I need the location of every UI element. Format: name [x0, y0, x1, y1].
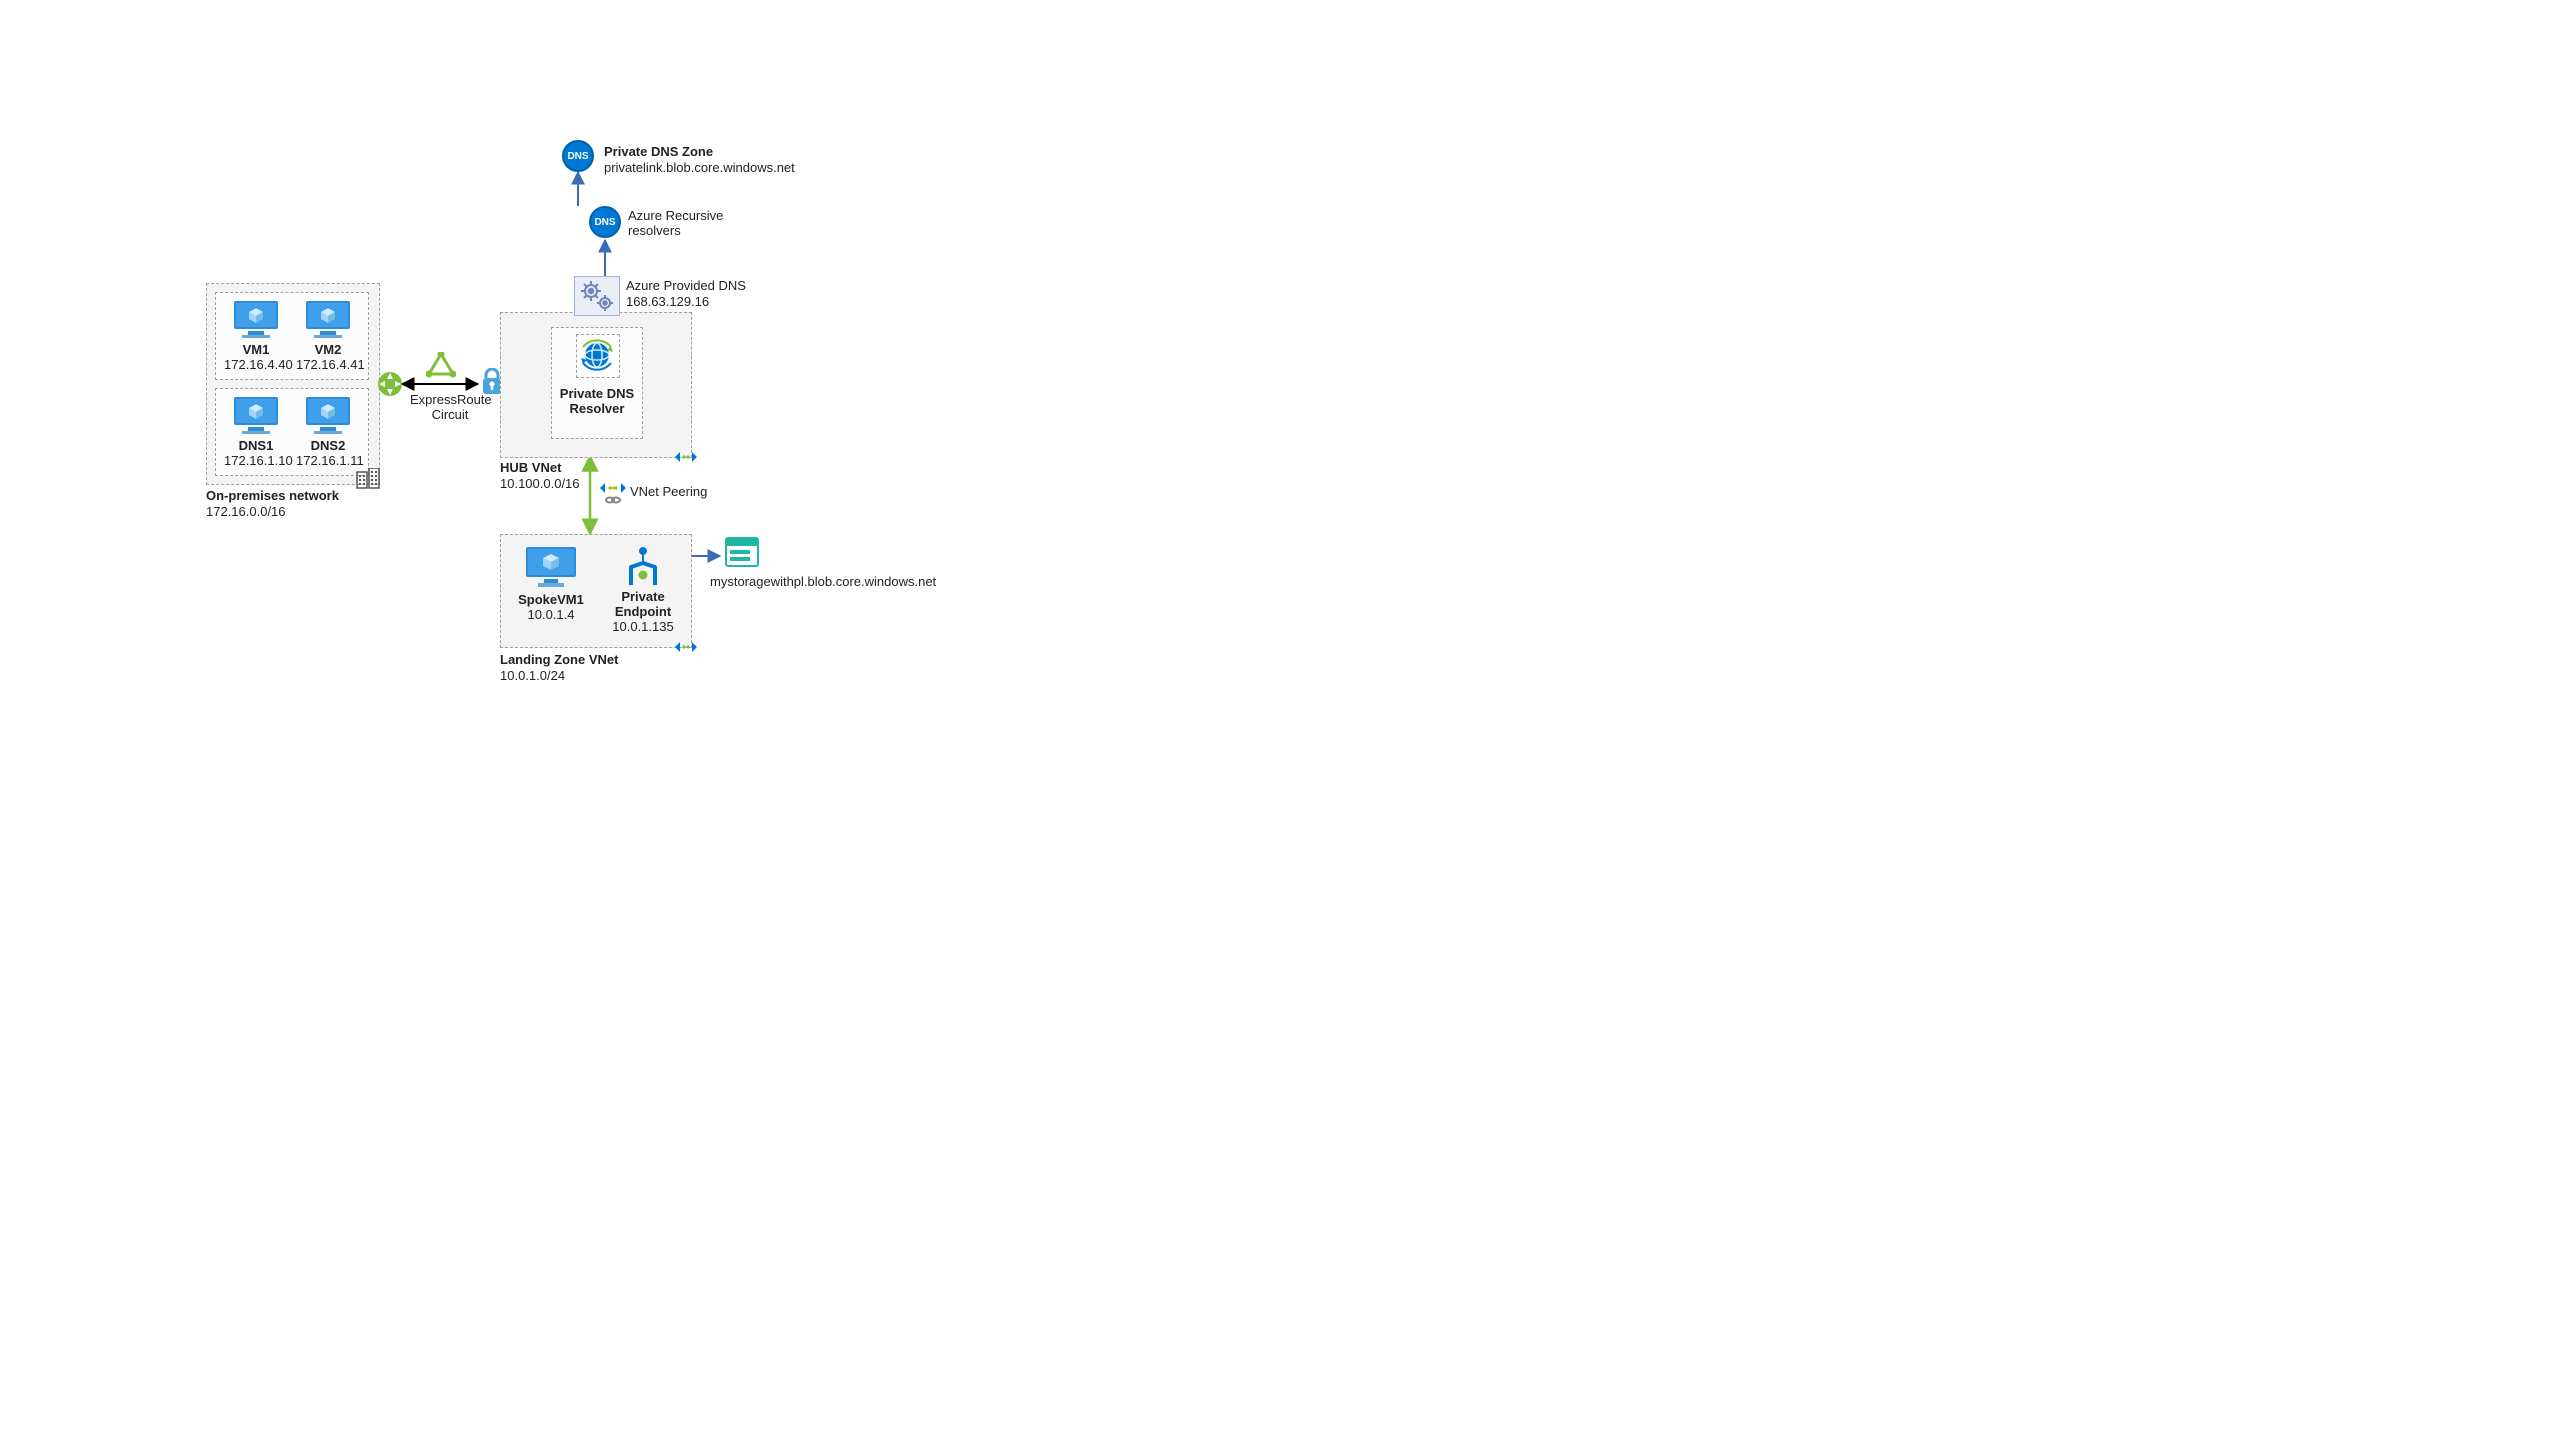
vm-monitor-icon — [522, 545, 580, 589]
expressroute-label: ExpressRoute Circuit — [410, 392, 490, 422]
dns1: DNS1 172.16.1.10 — [224, 395, 288, 468]
hub-resolver-group: Private DNS Resolver — [551, 327, 643, 439]
dns2-name: DNS2 — [296, 438, 360, 453]
vm1-ip: 172.16.4.40 — [224, 357, 288, 372]
vnet-peering-icon — [600, 480, 626, 509]
recursive-resolvers-title: Azure Recursive resolvers — [628, 208, 723, 238]
spokevm1-name: SpokeVM1 — [511, 592, 591, 607]
private-endpoint-icon — [623, 545, 663, 589]
gears-icon — [575, 277, 619, 315]
azure-provided-dns-title: Azure Provided DNS — [626, 278, 746, 293]
spokevm1: SpokeVM1 10.0.1.4 — [511, 545, 591, 622]
storage-icon — [724, 536, 760, 571]
hub-title: HUB VNet — [500, 460, 561, 475]
vnet-icon — [675, 639, 697, 655]
recursive-resolvers-icon: DNS — [589, 206, 621, 238]
vm1: VM1 172.16.4.40 — [224, 299, 288, 372]
landing-cidr: 10.0.1.0/24 — [500, 668, 565, 683]
onprem-title: On-premises network — [206, 488, 339, 503]
connectors-svg — [0, 0, 2575, 1448]
dns2-ip: 172.16.1.11 — [296, 453, 360, 468]
zone-onprem: VM1 172.16.4.40 VM2 172.16.4.41 — [206, 283, 380, 485]
dns1-name: DNS1 — [224, 438, 288, 453]
vnet-icon — [675, 449, 697, 465]
vm-monitor-icon — [302, 299, 354, 339]
pe-ip: 10.0.1.135 — [603, 619, 683, 634]
resolver-name: Private DNS Resolver — [552, 386, 642, 416]
pe-name: Private Endpoint — [603, 589, 683, 619]
vm2-ip: 172.16.4.41 — [296, 357, 360, 372]
onprem-vm-group: VM1 172.16.4.40 VM2 172.16.4.41 — [215, 292, 369, 380]
network-device-icon — [376, 370, 404, 401]
azure-provided-dns-ip: 168.63.129.16 — [626, 294, 709, 309]
vnet-peering-label: VNet Peering — [630, 484, 707, 499]
private-dns-zone-icon: DNS — [562, 140, 594, 172]
vm-monitor-icon — [302, 395, 354, 435]
onprem-dns-group: DNS1 172.16.1.10 DNS2 172.16.1.11 — [215, 388, 369, 476]
diagram-canvas: VM1 172.16.4.40 VM2 172.16.4.41 — [0, 0, 2575, 1448]
storage-fqdn: mystoragewithpl.blob.core.windows.net — [710, 574, 936, 589]
vm2-name: VM2 — [296, 342, 360, 357]
vm2: VM2 172.16.4.41 — [296, 299, 360, 372]
private-endpoint: Private Endpoint 10.0.1.135 — [603, 545, 683, 634]
building-icon — [355, 468, 383, 490]
hub-cidr: 10.100.0.0/16 — [500, 476, 580, 491]
private-dns-zone-fqdn: privatelink.blob.core.windows.net — [604, 160, 795, 175]
vm1-name: VM1 — [224, 342, 288, 357]
vm-monitor-icon — [230, 299, 282, 339]
spokevm1-ip: 10.0.1.4 — [511, 607, 591, 622]
azure-provided-dns-box — [574, 276, 620, 316]
zone-hub: Private DNS Resolver — [500, 312, 692, 458]
landing-title: Landing Zone VNet — [500, 652, 618, 667]
dns-resolver-icon — [577, 335, 617, 375]
dns2: DNS2 172.16.1.11 — [296, 395, 360, 468]
resolver-icon-box — [576, 334, 620, 378]
vm-monitor-icon — [230, 395, 282, 435]
private-dns-zone-title: Private DNS Zone — [604, 144, 713, 159]
dns1-ip: 172.16.1.10 — [224, 453, 288, 468]
expressroute-icon — [426, 352, 456, 383]
onprem-cidr: 172.16.0.0/16 — [206, 504, 286, 519]
zone-landing: SpokeVM1 10.0.1.4 Private Endpoint 10.0.… — [500, 534, 692, 648]
